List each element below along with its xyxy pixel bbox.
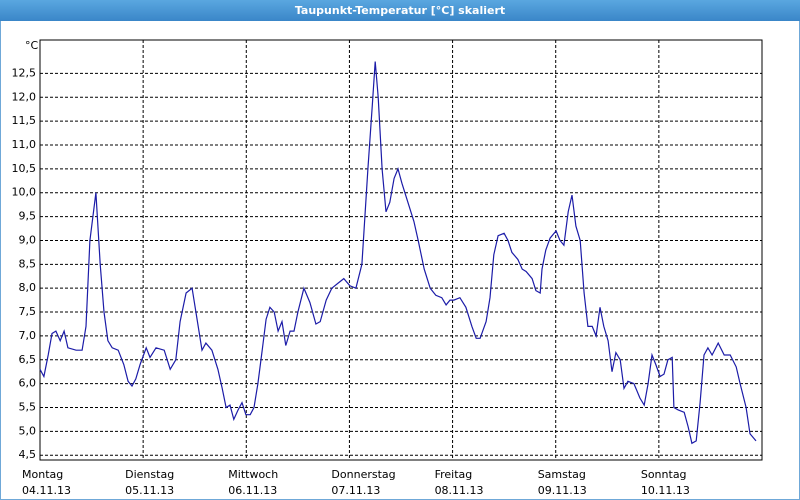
y-tick-label: 9,5 <box>19 210 37 223</box>
x-tick-label: Mittwoch <box>228 468 278 481</box>
y-unit: °C <box>25 39 39 52</box>
y-tick-label: 12,5 <box>12 66 37 79</box>
title-bar <box>0 0 800 21</box>
y-tick-label: 6,0 <box>19 377 37 390</box>
y-tick-label: 10,0 <box>12 186 37 199</box>
x-tick-label: Sonntag <box>641 468 687 481</box>
x-tick-date: 06.11.13 <box>228 484 277 497</box>
x-tick-date: 10.11.13 <box>641 484 690 497</box>
y-tick-label: 6,5 <box>19 353 37 366</box>
x-tick-date: 04.11.13 <box>22 484 71 497</box>
chart-title: Taupunkt-Temperatur [°C] skaliert <box>295 4 505 17</box>
x-tick-date: 07.11.13 <box>331 484 380 497</box>
y-tick-label: 4,5 <box>19 448 37 461</box>
y-tick-label: 7,0 <box>19 329 37 342</box>
x-tick-label: Dienstag <box>125 468 174 481</box>
x-tick-date: 08.11.13 <box>435 484 484 497</box>
y-tick-label: 5,5 <box>19 401 37 414</box>
x-tick-label: Donnerstag <box>331 468 395 481</box>
x-tick-date: 09.11.13 <box>538 484 587 497</box>
y-tick-label: 11,0 <box>12 138 37 151</box>
x-tick-label: Montag <box>22 468 63 481</box>
y-tick-label: 12,0 <box>12 90 37 103</box>
data-line <box>39 61 757 445</box>
y-tick-label: 11,5 <box>12 114 37 127</box>
x-tick-label: Samstag <box>538 468 586 481</box>
y-tick-label: 10,5 <box>12 162 37 175</box>
x-tick-date: 05.11.13 <box>125 484 174 497</box>
y-tick-label: 9,0 <box>19 233 37 246</box>
y-tick-label: 8,5 <box>19 257 37 270</box>
y-tick-label: 8,0 <box>19 281 37 294</box>
y-tick-label: 5,0 <box>19 424 37 437</box>
y-tick-label: 7,5 <box>19 305 37 318</box>
x-tick-label: Freitag <box>435 468 473 481</box>
